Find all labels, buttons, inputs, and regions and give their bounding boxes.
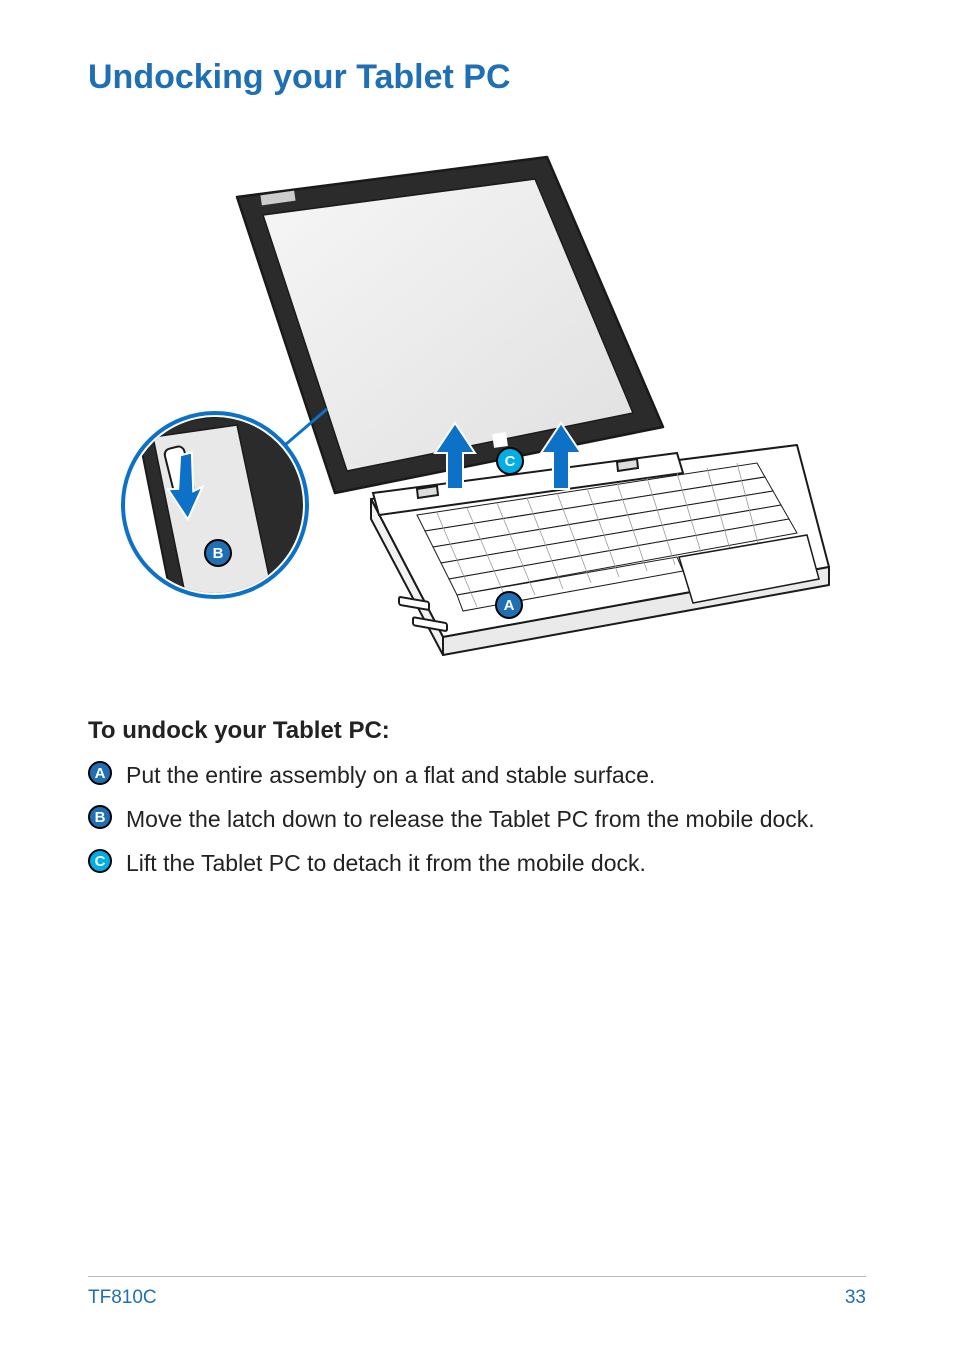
diagram-container: A B C xyxy=(88,127,866,667)
step-badge-c: C xyxy=(88,849,112,873)
step-c: C Lift the Tablet PC to detach it from t… xyxy=(88,847,866,879)
step-badge-a: A xyxy=(88,761,112,785)
instructions: To undock your Tablet PC: A Put the enti… xyxy=(88,717,866,880)
svg-text:A: A xyxy=(504,597,515,614)
latch-zoom xyxy=(123,407,327,627)
step-badge-b: B xyxy=(88,805,112,829)
step-text-c: Lift the Tablet PC to detach it from the… xyxy=(126,847,646,879)
callout-a: A xyxy=(496,592,522,618)
step-b: B Move the latch down to release the Tab… xyxy=(88,803,866,835)
page-footer: TF810C 33 xyxy=(88,1276,866,1309)
undock-diagram: A B C xyxy=(117,127,837,667)
footer-model: TF810C xyxy=(88,1287,157,1309)
callout-c: C xyxy=(497,448,523,474)
step-text-b: Move the latch down to release the Table… xyxy=(126,803,815,835)
step-a: A Put the entire assembly on a flat and … xyxy=(88,759,866,791)
step-text-a: Put the entire assembly on a flat and st… xyxy=(126,759,655,791)
page-title: Undocking your Tablet PC xyxy=(88,58,866,97)
svg-text:C: C xyxy=(505,453,516,470)
footer-page-number: 33 xyxy=(845,1287,866,1309)
callout-b: B xyxy=(205,540,231,566)
instructions-lead: To undock your Tablet PC: xyxy=(88,717,866,745)
svg-text:B: B xyxy=(213,545,224,562)
